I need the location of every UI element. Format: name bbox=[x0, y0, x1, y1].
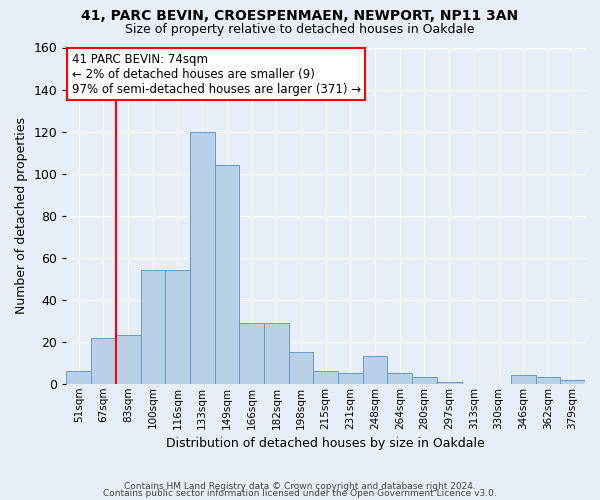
Bar bbox=[190, 132, 215, 384]
Bar bbox=[412, 378, 437, 384]
Bar bbox=[67, 371, 91, 384]
Bar bbox=[511, 376, 536, 384]
Bar bbox=[363, 356, 388, 384]
Bar bbox=[338, 374, 363, 384]
Bar bbox=[313, 371, 338, 384]
X-axis label: Distribution of detached houses by size in Oakdale: Distribution of detached houses by size … bbox=[166, 437, 485, 450]
Bar bbox=[215, 165, 239, 384]
Bar bbox=[560, 380, 585, 384]
Bar bbox=[91, 338, 116, 384]
Bar bbox=[264, 323, 289, 384]
Bar bbox=[437, 382, 461, 384]
Text: Contains public sector information licensed under the Open Government Licence v3: Contains public sector information licen… bbox=[103, 490, 497, 498]
Bar bbox=[140, 270, 165, 384]
Bar bbox=[536, 378, 560, 384]
Bar bbox=[239, 323, 264, 384]
Bar bbox=[116, 336, 140, 384]
Y-axis label: Number of detached properties: Number of detached properties bbox=[15, 117, 28, 314]
Text: 41, PARC BEVIN, CROESPENMAEN, NEWPORT, NP11 3AN: 41, PARC BEVIN, CROESPENMAEN, NEWPORT, N… bbox=[82, 9, 518, 23]
Text: Contains HM Land Registry data © Crown copyright and database right 2024.: Contains HM Land Registry data © Crown c… bbox=[124, 482, 476, 491]
Text: Size of property relative to detached houses in Oakdale: Size of property relative to detached ho… bbox=[125, 22, 475, 36]
Bar bbox=[289, 352, 313, 384]
Text: 41 PARC BEVIN: 74sqm
← 2% of detached houses are smaller (9)
97% of semi-detache: 41 PARC BEVIN: 74sqm ← 2% of detached ho… bbox=[71, 52, 361, 96]
Bar bbox=[388, 374, 412, 384]
Bar bbox=[165, 270, 190, 384]
